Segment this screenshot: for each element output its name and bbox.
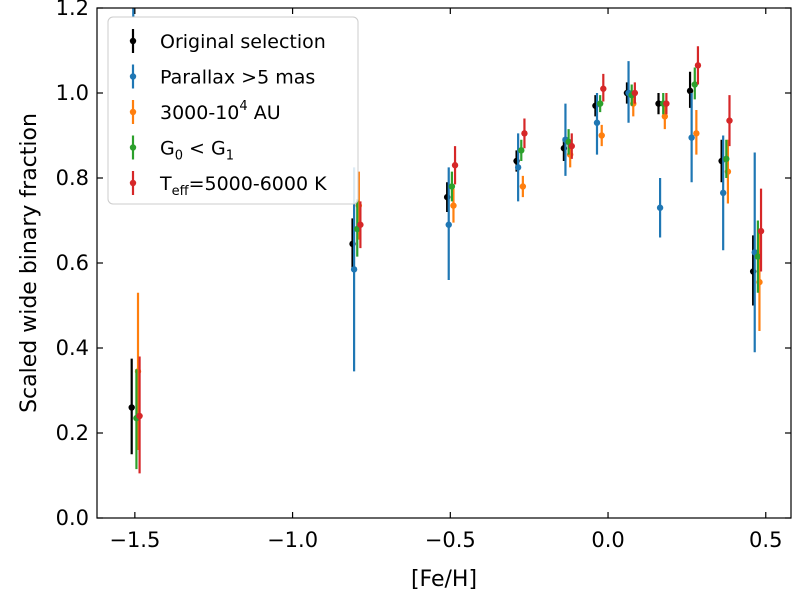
y-tick-label: 0.2 <box>56 421 89 445</box>
legend-label-part: G <box>160 138 175 160</box>
y-tick-label: 0.4 <box>56 336 89 360</box>
legend-label-part: Original selection <box>160 31 326 53</box>
legend-label-part: eff <box>172 184 190 199</box>
legend-item: Original selection <box>129 29 326 53</box>
legend-item: Teff=5000-6000 K <box>129 171 327 199</box>
axis-ticks: −1.5 −1.0 −0.5 0.0 0.5 0.0 0.2 0.4 0.6 0.8 1.0 1.2 <box>56 0 791 552</box>
legend-label: Parallax >5 mas <box>160 67 315 89</box>
data-point <box>568 142 575 150</box>
legend-label-part: Parallax >5 mas <box>160 67 315 89</box>
y-axis-label: Scaled wide binary fraction <box>17 113 42 413</box>
legend-label-part: AU <box>248 102 281 124</box>
data-point <box>357 221 364 228</box>
data-point <box>686 87 694 95</box>
data-point <box>656 204 664 211</box>
data-point <box>600 85 607 92</box>
legend-label-part: 0 <box>175 149 183 164</box>
data-point <box>451 162 459 169</box>
data-point <box>450 202 457 209</box>
x-tick-label: 0.5 <box>749 528 782 552</box>
data-point <box>757 227 765 235</box>
legend-label: Teff=5000-6000 K <box>159 173 327 199</box>
data-point <box>694 62 702 69</box>
legend-label-part: =5000-6000 K <box>189 173 328 195</box>
data-point <box>593 119 601 126</box>
data-point <box>350 266 358 273</box>
data-point <box>719 189 727 197</box>
data-point <box>691 81 698 88</box>
legend-label-part: 1 <box>226 149 234 164</box>
data-point <box>655 100 662 107</box>
legend-box <box>107 16 359 205</box>
legend-marker-dot <box>129 108 137 116</box>
data-point <box>661 113 669 120</box>
data-point <box>445 221 452 228</box>
data-point <box>726 117 733 124</box>
legend-marker-dot <box>129 37 137 45</box>
data-point <box>136 412 143 420</box>
data-point <box>518 147 525 154</box>
data-point <box>663 100 670 107</box>
x-tick-label: −1.0 <box>267 528 318 552</box>
data-point <box>598 132 605 139</box>
x-tick-label: 0.0 <box>591 528 624 552</box>
series-4 <box>136 46 765 474</box>
data-point <box>448 183 456 190</box>
y-tick-label: 1.0 <box>56 81 89 105</box>
x-tick-label: −1.5 <box>109 528 160 552</box>
legend-item: 3000-104 AU <box>129 99 281 124</box>
y-tick-label: 0.0 <box>56 506 89 530</box>
legend-label-part: < G <box>183 138 226 160</box>
data-point <box>693 130 700 137</box>
data-point <box>519 183 527 190</box>
data-point <box>688 134 695 141</box>
legend-marker-dot <box>129 73 137 80</box>
data-point <box>631 89 639 97</box>
x-axis-label: [Fe/H] <box>411 567 477 592</box>
legend-label-part: 3000-10 <box>160 102 239 124</box>
data-point <box>723 155 730 163</box>
legend-item: Parallax >5 mas <box>129 64 315 89</box>
data-point <box>128 404 135 411</box>
data-point <box>754 253 762 260</box>
legend: Original selection Parallax >5 mas 3000-10… <box>107 16 359 205</box>
data-point <box>514 164 522 171</box>
legend-marker-dot <box>129 179 137 187</box>
data-point <box>596 100 604 107</box>
y-tick-label: 0.8 <box>56 166 89 190</box>
x-tick-label: −0.5 <box>425 528 476 552</box>
legend-label: G0 < G1 <box>160 138 234 164</box>
legend-label: 3000-104 AU <box>160 99 281 124</box>
legend-label: Original selection <box>160 31 326 53</box>
y-tick-label: 0.6 <box>56 251 89 275</box>
y-tick-label: 1.2 <box>56 0 89 20</box>
legend-label-part: T <box>159 173 172 195</box>
data-point <box>521 130 528 137</box>
legend-label-part: 4 <box>239 99 247 114</box>
legend-marker-dot <box>129 144 137 151</box>
legend-item: G0 < G1 <box>129 135 234 164</box>
data-point <box>130 0 136 3</box>
